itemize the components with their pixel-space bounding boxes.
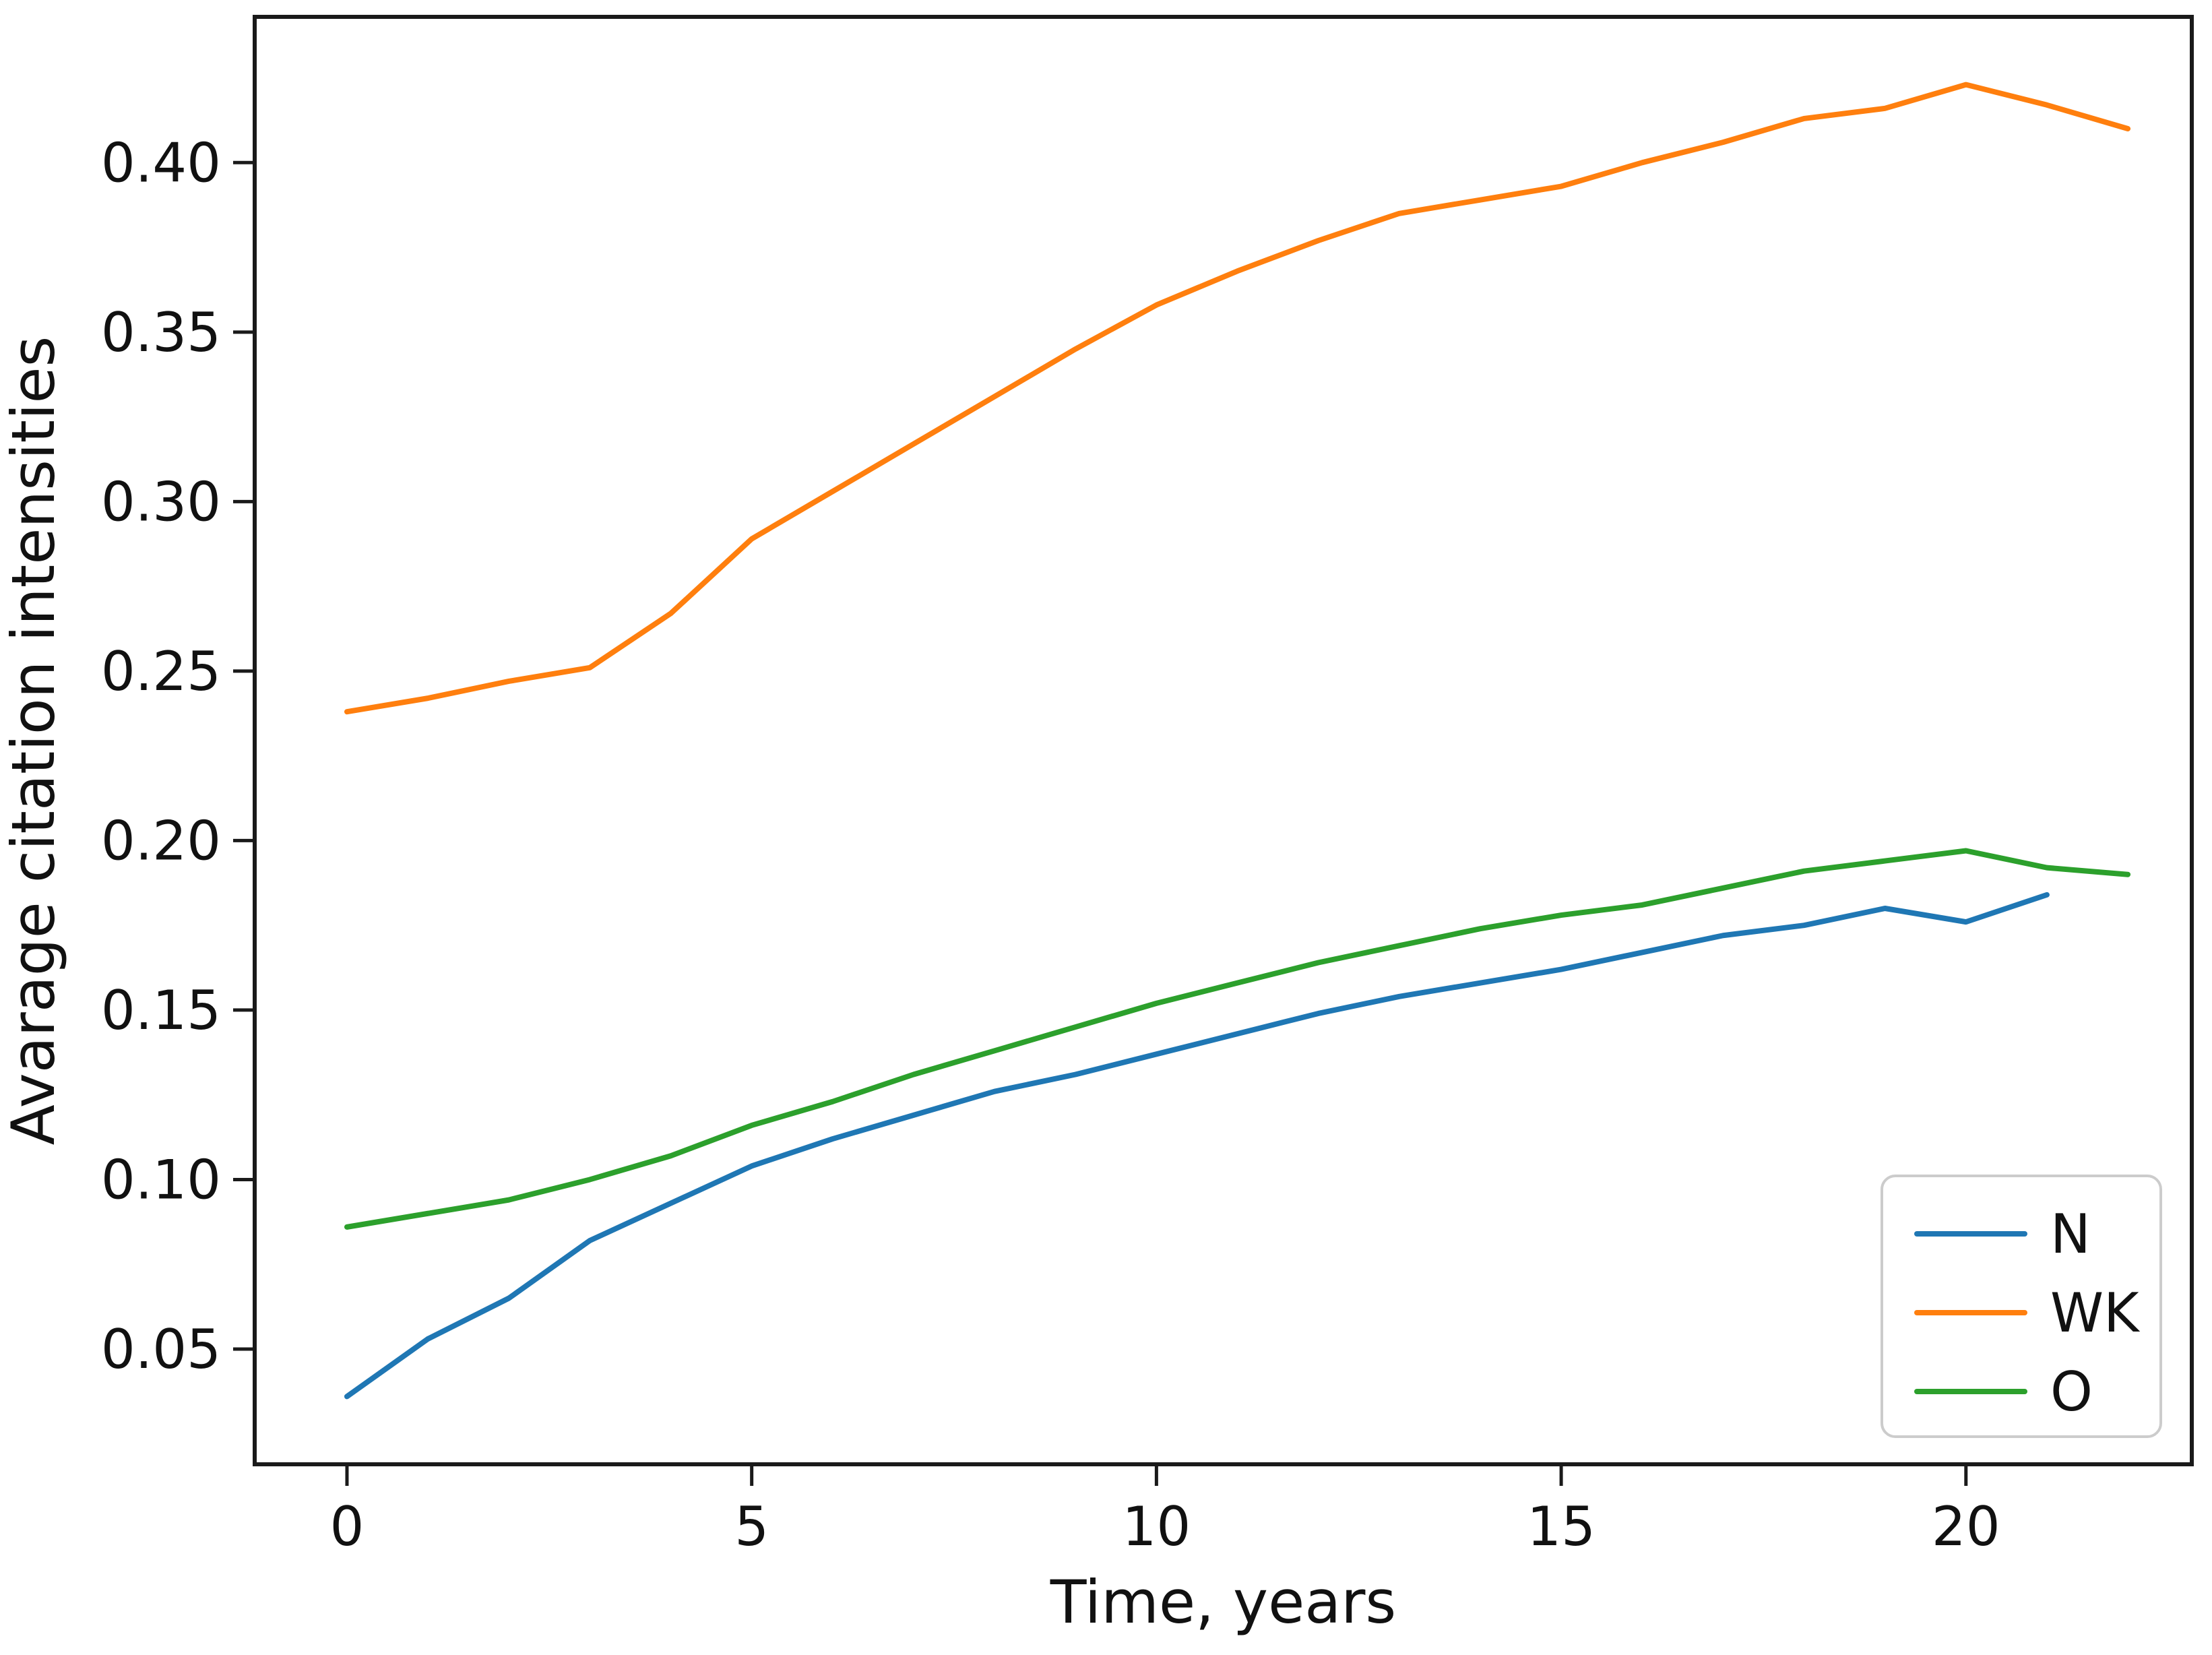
series-line-O xyxy=(344,848,2131,1230)
legend-label-WK: WK xyxy=(2050,1282,2141,1344)
y-tick-label: 0.20 xyxy=(101,809,221,872)
series-line-WK xyxy=(344,82,2131,715)
y-tick-label: 0.25 xyxy=(101,640,221,703)
legend-label-N: N xyxy=(2050,1203,2091,1266)
y-tick-label: 0.10 xyxy=(101,1148,221,1211)
y-tick-label: 0.30 xyxy=(101,470,221,533)
plot-frame xyxy=(253,15,2194,1466)
x-tick-label: 0 xyxy=(330,1495,365,1558)
x-tick-label: 15 xyxy=(1527,1495,1595,1558)
y-tick-label: 0.35 xyxy=(101,301,221,364)
x-tick-label: 10 xyxy=(1122,1495,1191,1558)
y-tick-label: 0.05 xyxy=(101,1318,221,1381)
legend-label-O: O xyxy=(2050,1361,2093,1423)
series-line-N xyxy=(344,892,2050,1400)
x-axis-label: Time, years xyxy=(1050,1567,1396,1637)
legend-box xyxy=(1881,1175,2162,1438)
y-tick-label: 0.15 xyxy=(101,979,221,1042)
x-tick-label: 5 xyxy=(734,1495,769,1558)
x-tick-label: 20 xyxy=(1932,1495,2000,1558)
y-tick-label: 0.40 xyxy=(101,131,221,194)
y-axis-label: Avarage citation intensities xyxy=(0,336,68,1146)
